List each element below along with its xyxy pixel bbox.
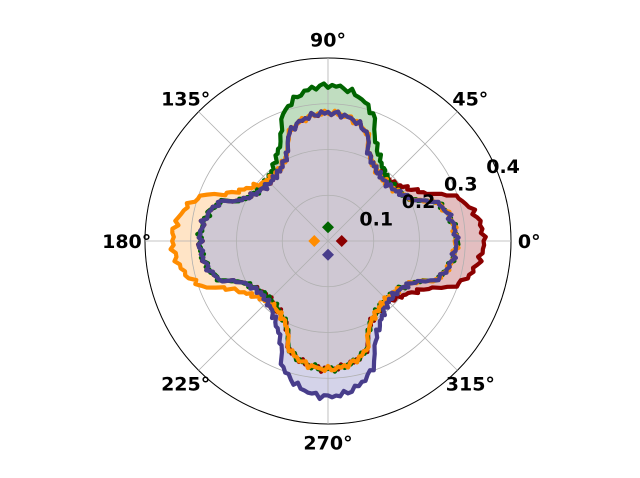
angle-tick-label: 270° xyxy=(303,432,352,454)
angle-tick-label: 225° xyxy=(161,373,210,395)
radial-tick-label: 0.2 xyxy=(402,191,436,213)
angle-tick-label: 45° xyxy=(452,89,488,111)
angle-tick-label: 0° xyxy=(518,231,541,253)
radial-tick-label: 0.4 xyxy=(486,156,520,178)
angle-tick-label: 90° xyxy=(310,30,346,52)
radial-tick-label: 0.3 xyxy=(444,173,478,195)
angle-tick-label: 135° xyxy=(161,89,210,111)
angle-tick-label: 180° xyxy=(102,231,151,253)
angle-tick-label: 315° xyxy=(446,373,495,395)
radial-tick-label: 0.1 xyxy=(359,208,393,230)
